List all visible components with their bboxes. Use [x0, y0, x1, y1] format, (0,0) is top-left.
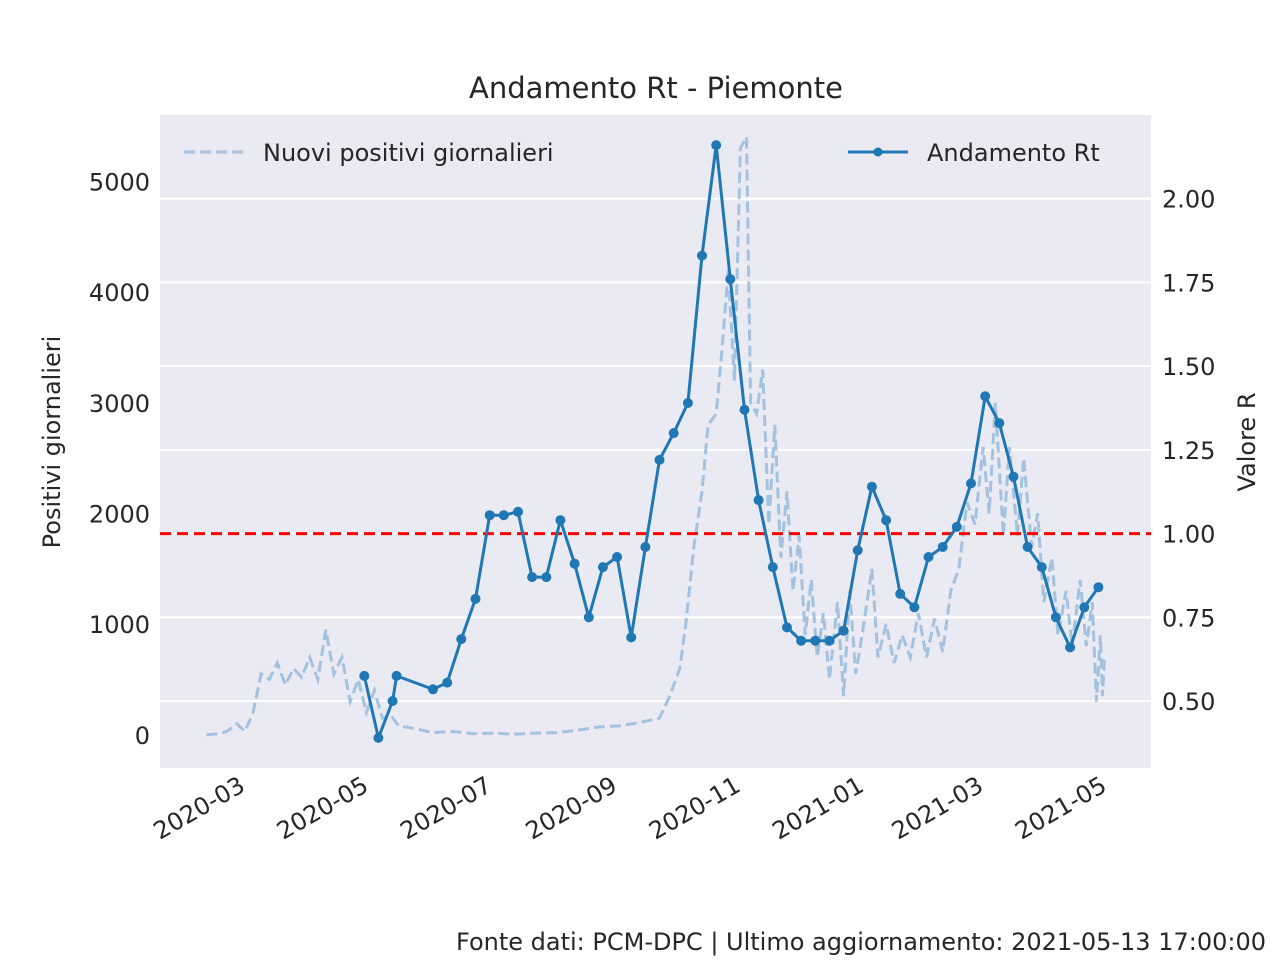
- y-tick-right: 0.75: [1162, 604, 1215, 632]
- rt-point: [456, 634, 467, 645]
- rt-point: [711, 140, 722, 151]
- rt-point: [654, 454, 665, 465]
- rt-point: [391, 670, 402, 681]
- rt-point: [852, 545, 863, 556]
- rt-point: [583, 612, 594, 623]
- rt-point: [796, 635, 807, 646]
- y-tick-left: 4000: [89, 279, 150, 307]
- y-tick-right: 1.25: [1162, 437, 1215, 465]
- rt-point: [555, 515, 566, 526]
- y-tick-left: 3000: [89, 390, 150, 418]
- rt-point: [470, 593, 481, 604]
- positivi-line: [206, 131, 1106, 737]
- rt-point: [782, 622, 792, 633]
- rt-point: [923, 552, 934, 562]
- rt-point: [881, 515, 892, 526]
- x-axis-ticks: 2020-03 2020-05 2020-07 2020-09 2020-11 2021-…: [149, 771, 1111, 845]
- y-tick-right: 2.00: [1162, 186, 1215, 214]
- rt-point: [824, 635, 835, 646]
- right-axis-ticks: 0.50 0.75 1.00 1.25 1.50 1.75 2.00: [1162, 186, 1215, 716]
- series-rt: [359, 140, 1104, 744]
- rt-point: [484, 510, 495, 521]
- rt-point: [1036, 562, 1047, 573]
- rt-point: [1022, 542, 1033, 552]
- y-tick-right: 1.00: [1162, 521, 1215, 549]
- y-tick-left: 1000: [89, 611, 150, 639]
- x-tick: 2020-11: [644, 771, 745, 845]
- rt-point: [838, 625, 849, 636]
- rt-point: [966, 478, 976, 489]
- y-tick-left: 2000: [89, 500, 150, 528]
- rt-point: [909, 602, 920, 613]
- y-tick-left: 5000: [89, 168, 150, 196]
- x-tick: 2020-07: [396, 771, 497, 845]
- legend-positivi-label: Nuovi positivi giornalieri: [263, 139, 554, 167]
- y-tick-left: 0: [135, 722, 150, 750]
- rt-point: [442, 677, 453, 688]
- y-axis-left-label: Positivi giornalieri: [38, 336, 66, 549]
- rt-point: [980, 391, 991, 402]
- x-tick: 2021-03: [887, 771, 988, 845]
- rt-point: [527, 572, 538, 583]
- legend-positivi: Nuovi positivi giornalieri: [184, 139, 554, 167]
- rt-point: [697, 250, 707, 261]
- rt-point: [387, 696, 398, 706]
- rt-line: [362, 144, 1100, 744]
- legend-rt-marker: [873, 147, 883, 157]
- x-tick: 2021-01: [768, 771, 869, 845]
- series-positivi: [206, 131, 1106, 737]
- legend-rt: Andamento Rt: [848, 139, 1100, 167]
- rt-point: [597, 562, 608, 573]
- rt-point: [951, 521, 962, 532]
- rt-point: [767, 562, 778, 573]
- x-tick: 2020-03: [149, 771, 250, 845]
- legend-rt-label: Andamento Rt: [927, 139, 1100, 167]
- rt-point: [513, 506, 523, 517]
- rt-point: [359, 670, 370, 681]
- rt-point: [1008, 471, 1019, 482]
- rt-point: [626, 632, 637, 643]
- rt-point: [753, 495, 764, 506]
- rt-point: [725, 274, 736, 285]
- rt-point: [612, 552, 623, 562]
- rt-point: [866, 481, 877, 492]
- rt-point: [994, 418, 1005, 429]
- x-tick: 2021-05: [1010, 771, 1111, 845]
- rt-point: [428, 684, 438, 695]
- rt-point: [668, 428, 679, 439]
- rt-point: [541, 572, 552, 583]
- rt-point: [739, 404, 750, 415]
- rt-point: [640, 542, 651, 552]
- rt-point: [1050, 612, 1061, 623]
- rt-point: [498, 510, 509, 521]
- chart-title: Andamento Rt - Piemonte: [469, 71, 843, 105]
- x-tick: 2020-05: [272, 771, 373, 845]
- rt-point: [569, 558, 580, 569]
- rt-point: [937, 542, 948, 552]
- y-tick-right: 1.75: [1162, 269, 1215, 297]
- footer-source: Fonte dati: PCM-DPC | Ultimo aggiornamen…: [456, 928, 1266, 956]
- rt-point: [1065, 642, 1076, 653]
- plot-area: [160, 115, 1151, 768]
- rt-point: [373, 732, 384, 743]
- y-tick-right: 0.50: [1162, 688, 1215, 716]
- rt-point: [1093, 582, 1104, 593]
- y-tick-right: 1.50: [1162, 353, 1215, 381]
- x-tick: 2020-09: [521, 771, 622, 845]
- rt-point: [1079, 602, 1090, 613]
- y-axis-right-label: Valore R: [1233, 392, 1261, 491]
- left-axis-ticks: 0 1000 2000 3000 4000 5000: [89, 168, 150, 749]
- rt-point: [895, 588, 906, 599]
- rt-point: [810, 635, 821, 646]
- rt-point: [682, 398, 693, 408]
